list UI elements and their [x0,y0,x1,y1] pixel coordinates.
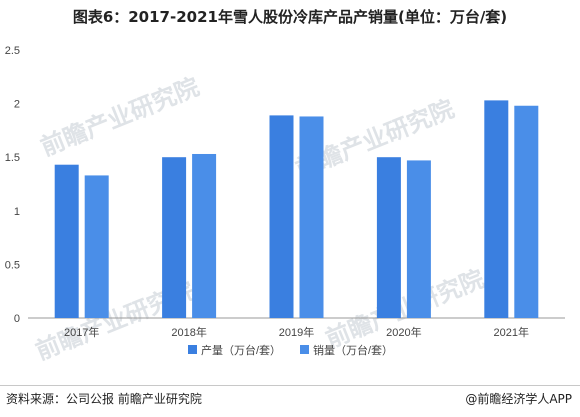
x-tick-label: 2020年 [386,325,421,339]
legend: 产量（万台/套） 销量（万台/套） [188,343,393,357]
bar-sales [192,153,217,318]
y-tick-label: 1 [14,206,20,218]
x-axis-labels: 2017年 2018年 2019年 2020年 2021年 [64,325,529,339]
x-tick-label: 2017年 [64,325,99,339]
x-tick-label: 2019年 [279,325,314,339]
bar-production [376,157,401,318]
y-tick-label: 0.5 [5,259,20,271]
bar-sales [84,175,109,318]
bar-chart: 前瞻产业研究院 前瞻产业研究院 前瞻产业研究院 前瞻产业研究院 00.511.5… [5,45,565,366]
x-tick-label: 2018年 [171,325,206,339]
bar-production [269,115,294,318]
footer-divider [0,385,580,386]
legend-swatch [300,345,309,354]
y-tick-label: 1.5 [5,152,20,164]
y-tick-label: 2.5 [5,45,20,57]
y-axis-ticks: 0 0.5 1 1.5 2 2.5 [5,45,20,325]
bar-sales [299,116,324,319]
legend-label: 销量（万台/套） [313,343,393,357]
chart-title: 图表6：2017-2021年雪人股份冷库产品产销量(单位：万台/套) [72,8,508,26]
watermark-text-4: 前瞻产业研究院 [322,265,488,354]
x-tick-label: 2021年 [494,325,529,339]
legend-swatch [188,345,197,354]
bar-production [162,157,187,318]
source-note: 资料来源：公司公报 前瞻产业研究院 [6,392,202,406]
bar-production [484,100,509,318]
y-tick-label: 0 [14,313,20,325]
brand-credit: @前瞻经济学人APP [465,392,572,406]
bars [54,100,539,319]
bar-sales [406,160,431,318]
legend-label: 产量（万台/套） [201,343,281,357]
y-tick-label: 2 [14,99,20,111]
bar-sales [514,105,539,318]
watermark-text-1: 前瞻产业研究院 [37,73,203,162]
bar-production [54,164,79,318]
